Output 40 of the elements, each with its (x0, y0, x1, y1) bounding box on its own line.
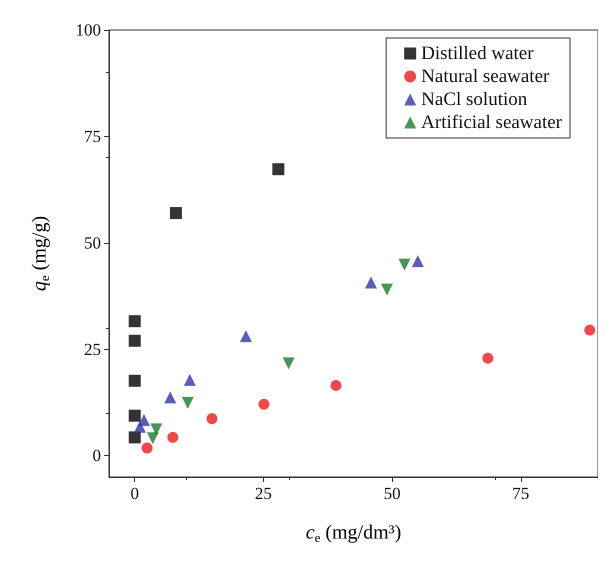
y-tick-label: 100 (76, 20, 101, 40)
point (206, 413, 218, 424)
legend-label: NaCl solution (421, 89, 528, 110)
x-tick-label: 25 (254, 484, 272, 503)
point (272, 163, 284, 176)
y-tick-label: 50 (84, 233, 101, 252)
point (128, 334, 141, 347)
x-tick-label: 75 (512, 484, 530, 503)
point (150, 423, 162, 436)
y-axis-title: qe (mg/g) (28, 216, 52, 292)
y-tick-label: 75 (84, 126, 101, 146)
point (164, 391, 176, 404)
point (282, 357, 295, 370)
point (170, 207, 182, 220)
point (330, 380, 342, 391)
point (240, 330, 252, 342)
point (138, 414, 150, 426)
legend-label: Distilled water (421, 43, 534, 64)
point (142, 442, 153, 454)
point (128, 431, 141, 444)
point (584, 324, 596, 336)
point (412, 255, 424, 268)
point (482, 352, 494, 364)
point (167, 432, 178, 443)
point (128, 374, 141, 387)
x-tick-label: 50 (384, 484, 401, 503)
legend-label: Artificial seawater (421, 112, 563, 133)
point (146, 432, 159, 444)
point (398, 258, 410, 271)
point (380, 284, 393, 296)
x-tick-label: 0 (130, 484, 139, 503)
point (258, 398, 270, 410)
point (184, 374, 196, 386)
point (365, 276, 377, 288)
point (182, 396, 194, 409)
y-tick-label: 25 (84, 340, 101, 359)
y-tick-label: 0 (92, 446, 101, 466)
point (128, 410, 141, 422)
point (128, 315, 141, 328)
legend-label: Natural seawater (421, 66, 550, 87)
